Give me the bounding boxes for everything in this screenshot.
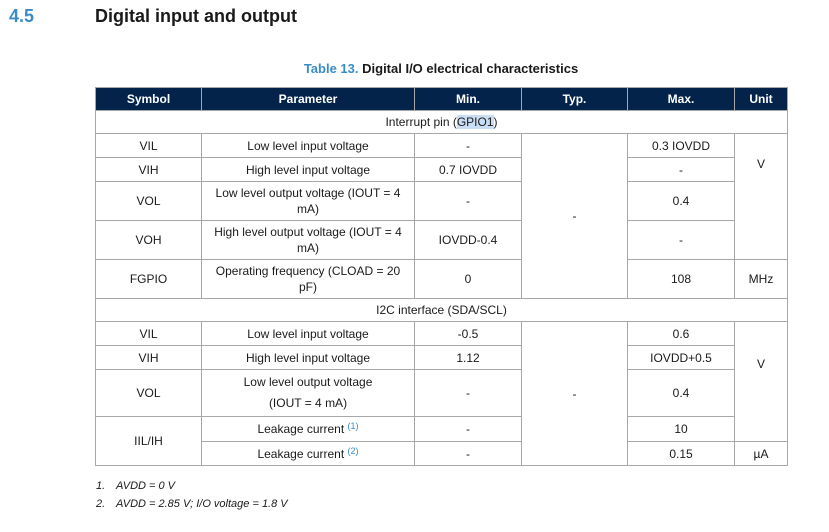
digital-io-table: Symbol Parameter Min. Typ. Max. Unit Int…: [95, 87, 788, 466]
max-cell: 10: [627, 416, 735, 442]
header-parameter: Parameter: [201, 87, 415, 111]
table-row: VIL Low level input voltage -0.5 - 0.6 V: [95, 321, 788, 466]
unit-cell: µA: [734, 441, 788, 466]
header-symbol: Symbol: [95, 87, 202, 111]
typ-cell: -: [521, 133, 628, 299]
table-notes: 1. AVDD = 0 V 2. AVDD = 2.85 V; I/O voltag…: [96, 477, 288, 513]
symbol-cell: VOL: [95, 181, 202, 221]
typ-cell: -: [521, 321, 628, 466]
table-caption-label: Table 13.: [303, 61, 359, 76]
table-row: FGPIO Operating frequency (CLOAD = 20 pF…: [95, 259, 788, 299]
min-cell: -: [414, 369, 522, 417]
section-title-interrupt: Interrupt pin (GPIO1): [95, 110, 788, 134]
parameter-cell: Leakage current (2): [201, 441, 415, 466]
parameter-text: Leakage current: [257, 422, 345, 436]
symbol-cell: IIL/IH: [95, 416, 202, 466]
min-cell: 1.12: [414, 345, 522, 370]
min-cell: 0: [414, 259, 522, 299]
symbol-cell: VIL: [95, 321, 202, 346]
note-number: 1.: [96, 480, 106, 492]
section-title-prefix: Interrupt pin (: [385, 115, 457, 129]
min-cell: -: [414, 416, 522, 442]
min-cell: -: [414, 441, 522, 466]
note-item: 1. AVDD = 0 V: [96, 477, 288, 495]
table-caption-title: Digital I/O electrical characteristics: [362, 61, 579, 76]
min-cell: -0.5: [414, 321, 522, 346]
table-row: IIL/IH Leakage current (1) - 10: [95, 416, 788, 466]
symbol-cell: VOL: [95, 369, 202, 417]
unit-cell: V: [734, 321, 788, 442]
table-row: VIL Low level input voltage - - 0.3 IOVD…: [95, 133, 788, 299]
header-min: Min.: [414, 87, 522, 111]
footnote-ref: (2): [347, 445, 359, 456]
max-cell: 0.4: [627, 181, 735, 221]
symbol-cell: VOH: [95, 220, 202, 260]
parameter-cell: Leakage current (1): [201, 416, 415, 442]
min-cell: 0.7 IOVDD: [414, 157, 522, 182]
parameter-text: Leakage current: [257, 446, 345, 461]
symbol-cell: VIH: [95, 157, 202, 182]
table-row: VIH High level input voltage 1.12 IOVDD+…: [95, 345, 788, 370]
max-cell: 0.15: [627, 441, 735, 466]
parameter-cell: Low level output voltage (IOUT = 4 mA): [201, 369, 415, 417]
max-cell: 0.6: [627, 321, 735, 346]
highlighted-text: GPIO1: [456, 115, 494, 129]
note-number: 2.: [96, 498, 106, 510]
section-title: Digital input and output: [95, 6, 297, 26]
table-row: VOH High level output voltage (IOUT = 4 …: [95, 220, 788, 260]
min-cell: -: [414, 133, 522, 158]
max-cell: 0.3 IOVDD: [627, 133, 735, 158]
symbol-cell: VIH: [95, 345, 202, 370]
note-text: AVDD = 2.85 V; I/O voltage = 1.8 V: [116, 498, 288, 510]
note-text: AVDD = 0 V: [116, 480, 176, 492]
table-row: VIH High level input voltage 0.7 IOVDD -: [95, 157, 788, 182]
parameter-cell: Low level input voltage: [201, 321, 415, 346]
max-cell: 108: [627, 259, 735, 299]
header-unit: Unit: [734, 87, 788, 111]
max-cell: 0.4: [627, 369, 735, 417]
min-cell: IOVDD-0.4: [414, 220, 522, 260]
unit-cell: V: [734, 133, 788, 260]
parameter-cell: High level input voltage: [201, 345, 415, 370]
note-item: 2. AVDD = 2.85 V; I/O voltage = 1.8 V: [96, 495, 288, 513]
section-title-i2c: I2C interface (SDA/SCL): [95, 298, 788, 322]
parameter-line: Low level output voltage: [243, 375, 373, 389]
footnote-ref: (1): [347, 421, 359, 431]
symbol-cell: VIL: [95, 133, 202, 158]
section-row-i2c: I2C interface (SDA/SCL): [95, 298, 788, 322]
section-row-interrupt: Interrupt pin (GPIO1): [95, 110, 788, 134]
parameter-line: (IOUT = 4 mA): [268, 396, 348, 410]
table-row: VOL Low level output voltage (IOUT = 4 mA…: [95, 369, 788, 417]
symbol-cell: FGPIO: [95, 259, 202, 299]
header-typ: Typ.: [521, 87, 628, 111]
section-number: 4.5: [9, 6, 35, 26]
parameter-cell: Low level input voltage: [201, 133, 415, 158]
max-cell: -: [627, 220, 735, 260]
parameter-cell: Low level output voltage (IOUT = 4 mA): [201, 181, 415, 221]
max-cell: -: [627, 157, 735, 182]
header-max: Max.: [627, 87, 735, 111]
min-cell: -: [414, 181, 522, 221]
table-row: VOL Low level output voltage (IOUT = 4 m…: [95, 181, 788, 221]
parameter-cell: Operating frequency (CLOAD = 20 pF): [201, 259, 415, 299]
table-header-row: Symbol Parameter Min. Typ. Max. Unit: [95, 87, 788, 111]
parameter-cell: High level output voltage (IOUT = 4 mA): [201, 220, 415, 260]
table-row: Leakage current (2) - 0.15 µA: [96, 441, 788, 466]
unit-cell: MHz: [734, 259, 788, 299]
parameter-cell: High level input voltage: [201, 157, 415, 182]
table-caption: Table 13. Digital I/O electrical charact…: [95, 61, 787, 76]
section-title-suffix: ): [493, 115, 498, 129]
max-cell: IOVDD+0.5: [627, 345, 735, 370]
